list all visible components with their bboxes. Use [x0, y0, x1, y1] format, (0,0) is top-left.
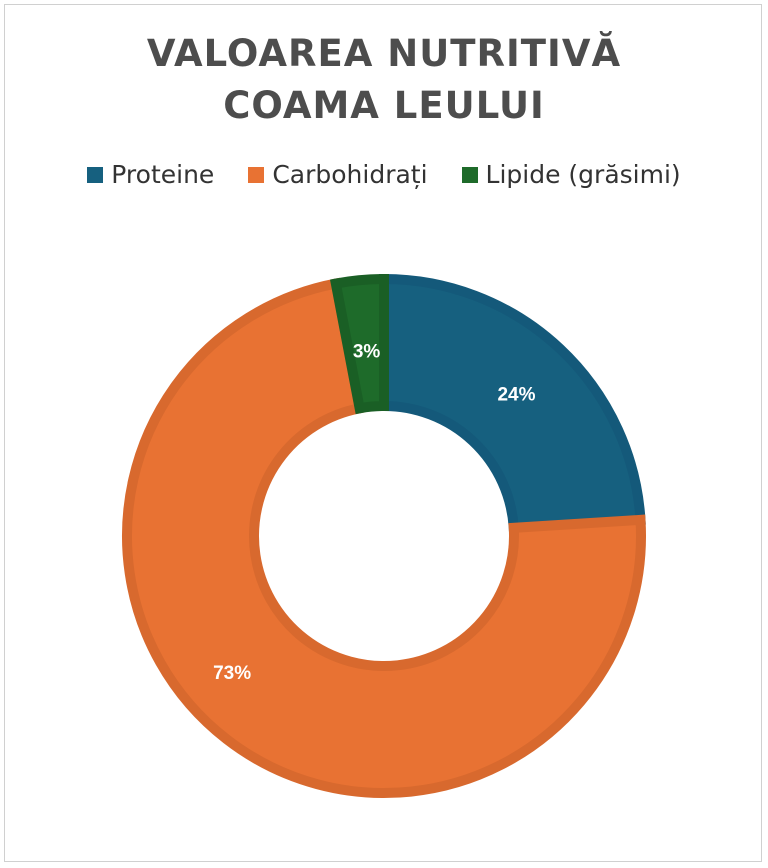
legend-label-carbohidrati: Carbohidrați [272, 160, 428, 189]
legend-swatch-proteine [87, 166, 104, 183]
legend-item-lipide: Lipide (grăsimi) [461, 160, 681, 189]
legend-swatch-lipide [461, 166, 478, 183]
donut-slices [122, 273, 646, 798]
donut-chart: 24% 73% 3% [122, 273, 646, 798]
donut-labels: 24% 73% 3% [213, 341, 535, 684]
legend-item-proteine: Proteine [87, 160, 214, 189]
legend-swatch-carbohidrati [248, 166, 265, 183]
chart-title: VALOAREA NUTRITIVĂ COAMA LEULUI [0, 28, 768, 132]
legend-item-carbohidrati: Carbohidrați [248, 160, 428, 189]
donut-slice-proteine [379, 273, 646, 534]
donut-slice-lipide [329, 273, 389, 415]
chart-title-line-2: COAMA LEULUI [223, 84, 545, 127]
data-label-carbohidrati: 73% [213, 663, 251, 684]
data-label-lipide: 3% [353, 341, 381, 362]
donut-slice-carbohidrati [122, 277, 646, 798]
chart-legend: Proteine Carbohidrați Lipide (grăsimi) [0, 160, 768, 189]
chart-title-line-1: VALOAREA NUTRITIVĂ [146, 32, 622, 75]
data-label-proteine: 24% [497, 384, 535, 405]
legend-label-lipide: Lipide (grăsimi) [485, 160, 681, 189]
legend-label-proteine: Proteine [111, 160, 215, 189]
